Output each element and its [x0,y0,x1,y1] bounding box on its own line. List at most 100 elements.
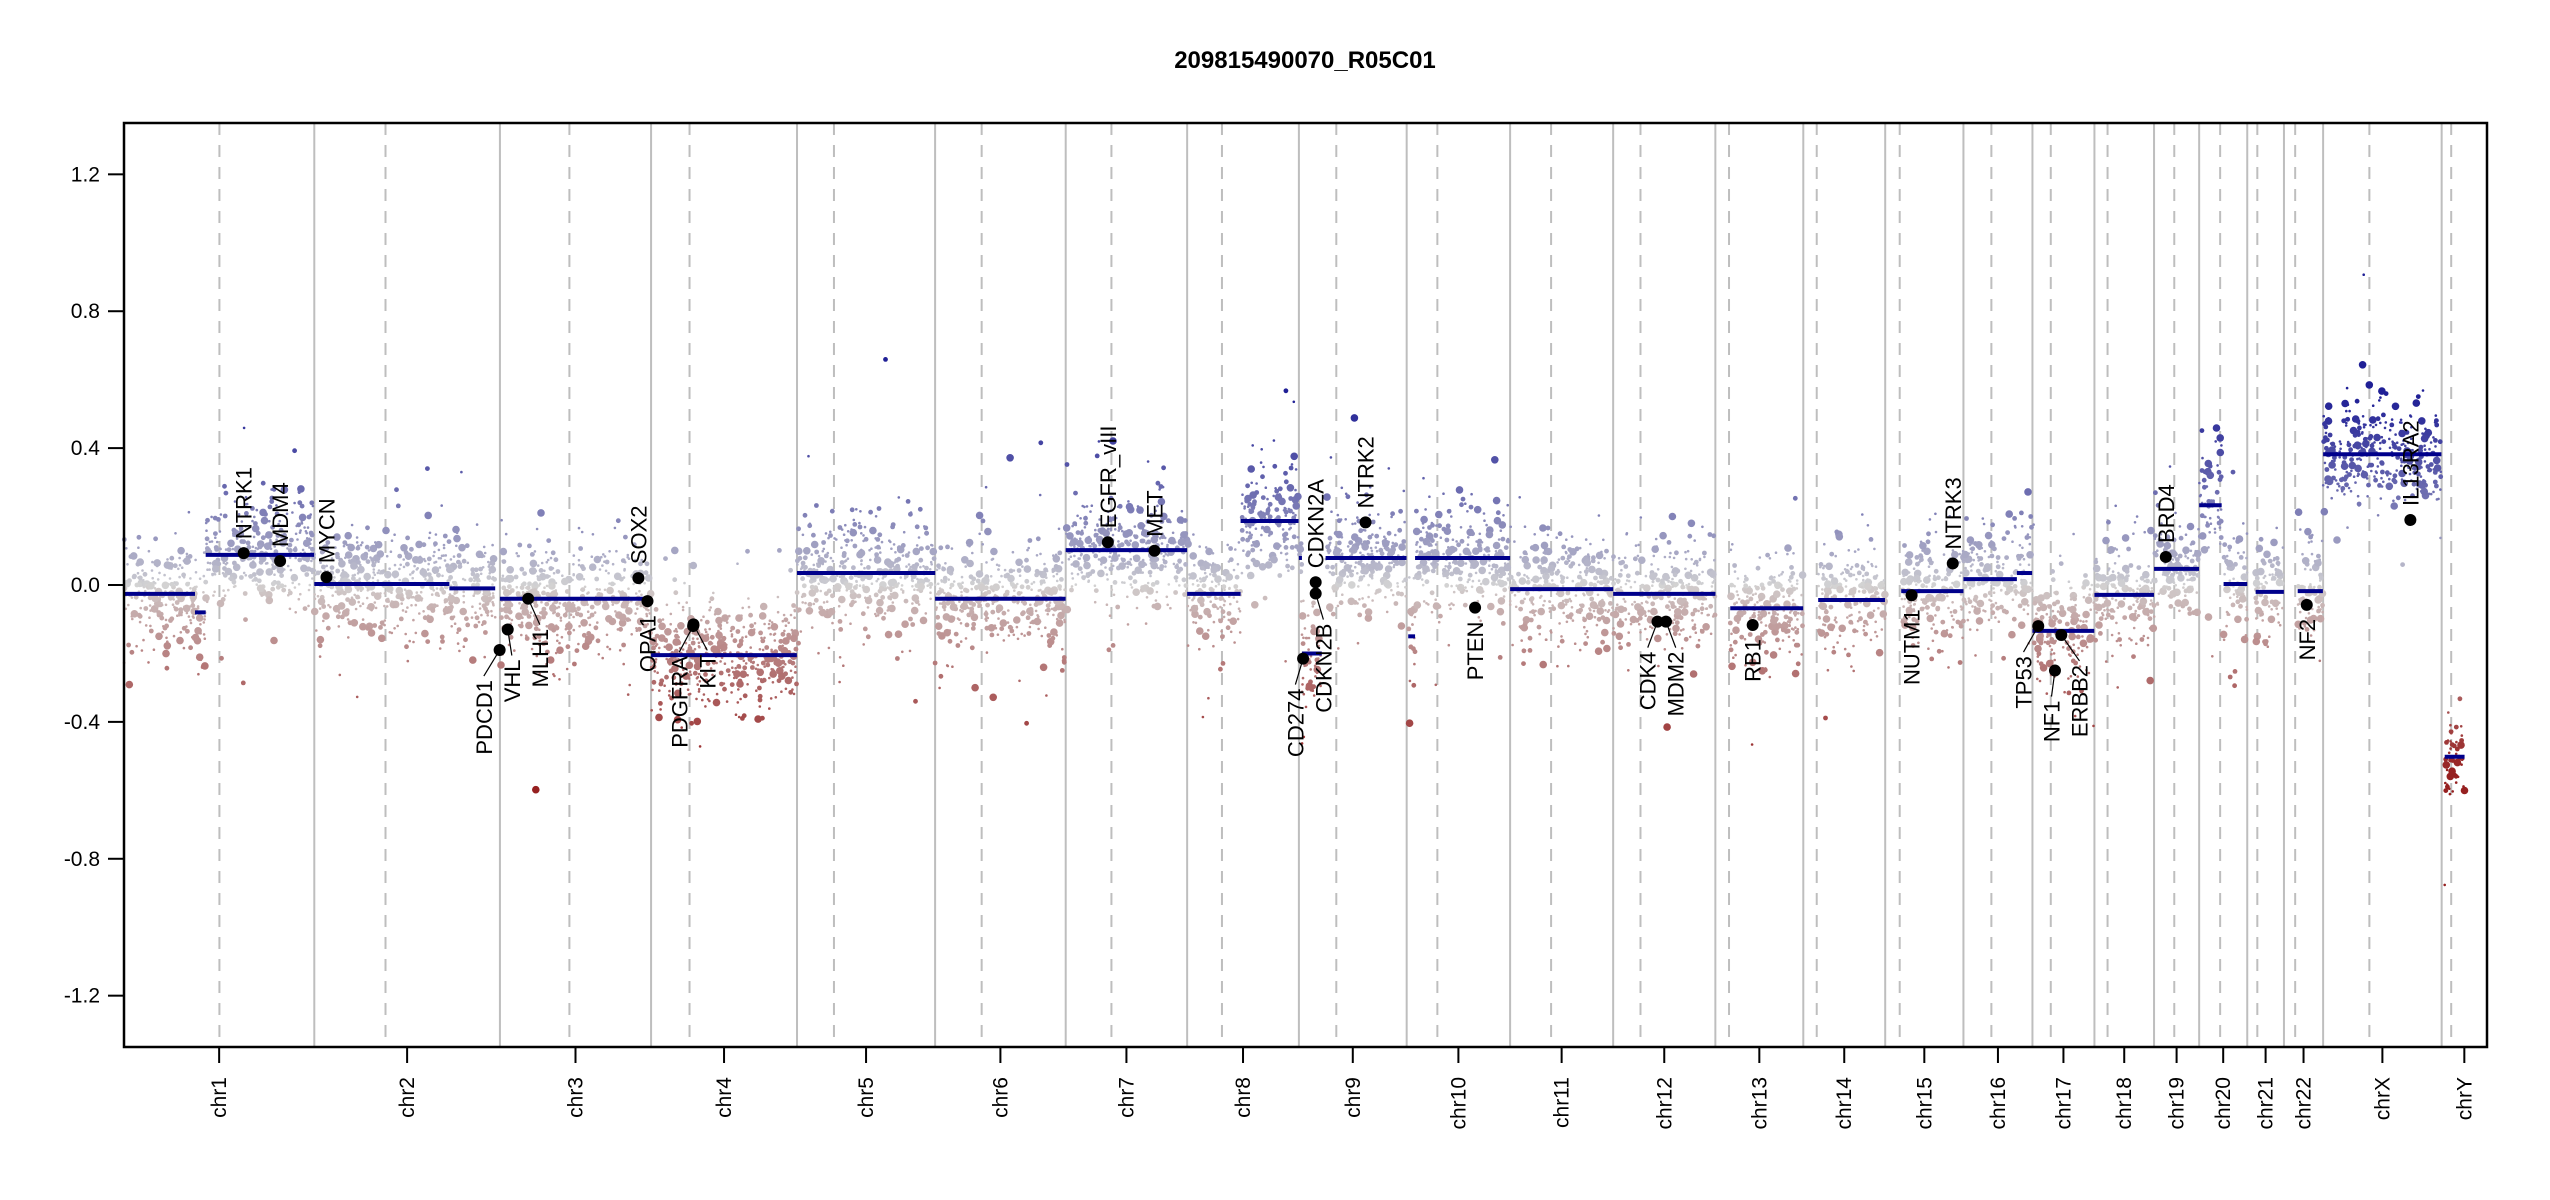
probe-point [1482,553,1486,557]
probe-point [1444,565,1447,568]
probe-point [964,565,967,568]
probe-point [404,644,409,650]
probe-point [158,571,161,575]
probe-point [953,608,957,611]
probe-point [1729,644,1733,647]
probe-point [996,633,1000,636]
probe-point [1777,583,1783,588]
probe-point [558,602,562,605]
probe-point [389,550,393,553]
probe-point [475,582,480,588]
probe-point [1053,564,1059,569]
probe-point [404,610,408,613]
probe-point [533,626,539,632]
probe-point [715,692,719,696]
probe-point [470,567,476,573]
probe-point [554,625,560,631]
probe-point [1026,548,1029,552]
probe-point [593,611,597,614]
probe-point [1603,557,1606,560]
probe-point [678,681,684,686]
probe-point [1792,495,1798,501]
probe-point [470,616,474,619]
probe-point [674,627,678,631]
probe-point [990,547,998,556]
probe-point [338,611,341,614]
probe-point [733,670,741,678]
probe-point [538,568,544,573]
probe-point [155,632,163,641]
probe-point [1201,583,1207,589]
probe-point [374,561,377,564]
probe-point [276,566,285,574]
probe-point [763,636,766,640]
probe-point [1132,544,1135,548]
probe-point [1669,580,1673,584]
probe-point [169,581,175,587]
probe-point [1133,525,1137,528]
probe-point [627,557,631,560]
probe-point [422,610,425,613]
probe-point [150,569,154,572]
probe-point [1166,543,1169,547]
probe-point [329,605,332,609]
probe-point [1384,595,1387,599]
probe-point [251,572,257,577]
probe-point [1751,593,1755,596]
probe-point [565,667,569,671]
probe-point [1186,644,1190,647]
probe-point [1683,636,1689,642]
probe-point [202,574,206,578]
probe-point [147,549,151,553]
probe-point [1291,534,1297,540]
probe-point [1446,576,1449,579]
probe-point [1023,565,1032,573]
probe-point [1794,626,1797,629]
probe-point [911,602,914,605]
probe-point [1084,515,1088,519]
probe-point [231,547,235,551]
probe-point [169,555,175,561]
probe-point [1377,513,1380,516]
probe-point [959,604,965,610]
probe-point [446,539,452,544]
probe-point [577,642,580,646]
probe-point [1544,638,1548,641]
probe-point [372,623,378,628]
probe-point [1564,560,1569,566]
probe-point [601,656,604,660]
probe-point [504,532,508,536]
probe-point [1207,696,1210,700]
probe-point [869,526,877,535]
probe-point [938,602,942,605]
probe-point [757,693,763,699]
probe-point [989,632,995,638]
probe-point [1490,527,1493,530]
probe-point [683,581,686,585]
probe-point [1527,648,1533,653]
probe-point [1195,604,1198,608]
probe-point [525,621,533,630]
probe-point [964,637,968,640]
probe-point [722,686,727,692]
probe-point [448,575,453,580]
probe-point [1348,565,1352,569]
probe-point [712,698,721,707]
probe-point [958,600,961,603]
probe-point [371,562,376,568]
probe-point [1853,550,1857,553]
probe-point [1474,571,1478,575]
probe-point [1024,557,1029,563]
probe-point [1784,544,1792,552]
probe-point [608,647,612,651]
probe-point [791,676,794,679]
probe-point [527,581,532,587]
probe-point [1579,603,1585,609]
probe-point [1625,573,1631,579]
probe-point [1460,496,1466,502]
probe-point [1832,645,1835,649]
probe-point [176,614,179,617]
probe-point [1556,584,1559,588]
probe-point [849,528,858,537]
probe-point [1251,444,1254,447]
